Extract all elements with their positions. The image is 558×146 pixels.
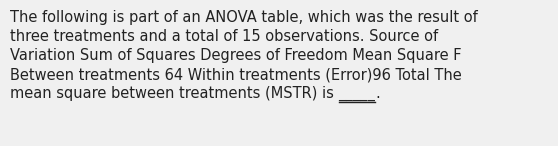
Text: _____: _____ [339, 86, 376, 101]
Text: mean square between treatments (MSTR) is: mean square between treatments (MSTR) is [10, 86, 339, 101]
Text: three treatments and a total of 15 observations. Source of: three treatments and a total of 15 obser… [10, 29, 438, 44]
Text: The following is part of an ANOVA table, which was the result of: The following is part of an ANOVA table,… [10, 10, 478, 25]
Text: Between treatments 64 Within treatments (Error)96 Total The: Between treatments 64 Within treatments … [10, 67, 462, 82]
Text: .: . [376, 86, 380, 101]
Text: Variation Sum of Squares Degrees of Freedom Mean Square F: Variation Sum of Squares Degrees of Free… [10, 48, 461, 63]
